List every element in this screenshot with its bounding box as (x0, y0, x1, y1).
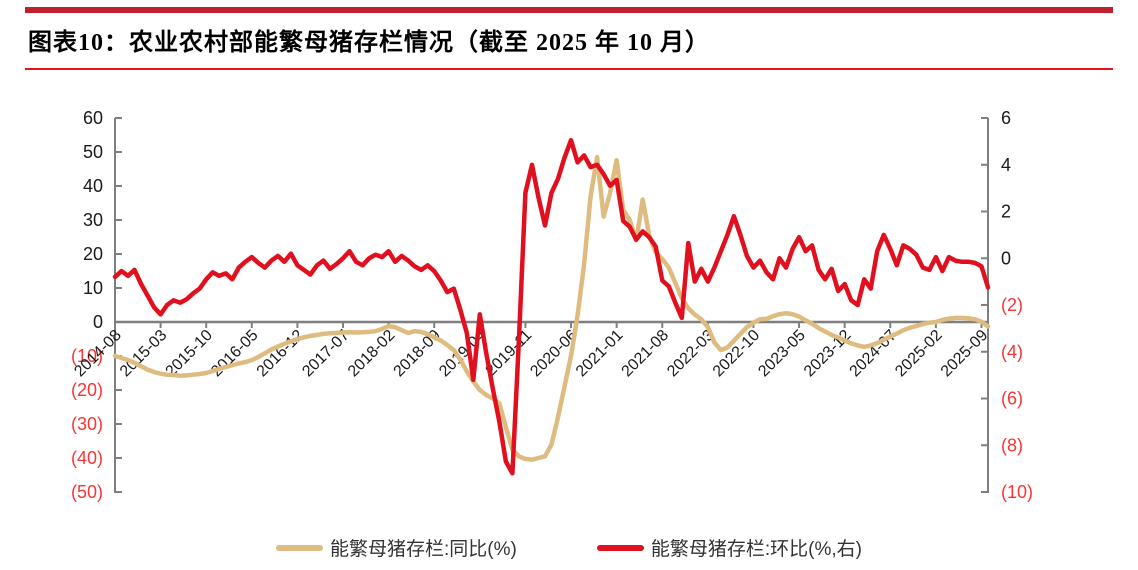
mom-series-line (112, 137, 991, 476)
left-axis-tick-label: 0 (93, 312, 103, 332)
left-axis-tick-label: (50) (71, 482, 103, 502)
right-axis-tick-label: 2 (1001, 202, 1011, 222)
legend-label-yoy: 能繁母猪存栏:同比(%) (330, 539, 517, 560)
left-axis-tick-label: 20 (83, 244, 103, 264)
legend-item-mom: 能繁母猪存栏:环比(%,右) (596, 534, 862, 561)
legend-item-yoy: 能繁母猪存栏:同比(%) (276, 534, 517, 561)
x-axis-tick-label: 2018-02 (345, 327, 399, 381)
legend-swatch-mom-line (596, 544, 644, 551)
right-axis-tick-label: 4 (1001, 155, 1011, 175)
left-axis-tick-label: (20) (71, 380, 103, 400)
right-axis-tick-label: (2) (1001, 295, 1023, 315)
x-axis-tick-label: 2016-05 (208, 327, 262, 381)
top-accent-bar (25, 7, 1113, 13)
x-axis-tick-label: 2021-01 (573, 327, 627, 381)
right-axis-tick-label: 6 (1001, 108, 1011, 128)
left-axis-tick-label: 40 (83, 176, 103, 196)
figure-title: 图表10：农业农村部能繁母猪存栏情况（截至 2025 年 10 月） (28, 30, 710, 56)
x-axis-tick-label: 2025-02 (892, 327, 946, 381)
left-axis-tick-label: 10 (83, 278, 103, 298)
legend-swatch-yoy-line (276, 544, 324, 551)
right-axis-tick-label: (6) (1001, 389, 1023, 409)
right-axis-tick-label: (4) (1001, 342, 1023, 362)
title-divider (25, 68, 1113, 70)
x-axis-tick-label: 2018-09 (391, 327, 445, 381)
x-axis-tick-label: 2021-08 (619, 327, 673, 381)
left-axis-tick-label: 50 (83, 142, 103, 162)
left-axis-tick-label: (30) (71, 414, 103, 434)
left-axis-tick-label: (10) (71, 346, 103, 366)
legend-label-mom: 能繁母猪存栏:环比(%,右) (650, 539, 862, 560)
left-axis-tick-label: 60 (83, 108, 103, 128)
x-axis-tick-label: 2023-05 (755, 327, 809, 381)
left-axis-tick-label: 30 (83, 210, 103, 230)
x-axis-tick-label: 2025-09 (938, 327, 992, 381)
yoy-series-line (112, 154, 991, 462)
right-axis-tick-label: 0 (1001, 248, 1011, 268)
chart-legend: 能繁母猪存栏:同比(%) 能繁母猪存栏:环比(%,右) (0, 534, 1138, 561)
left-axis-tick-label: (40) (71, 448, 103, 468)
right-axis-tick-label: (8) (1001, 435, 1023, 455)
right-axis-tick-label: (10) (1001, 482, 1033, 502)
